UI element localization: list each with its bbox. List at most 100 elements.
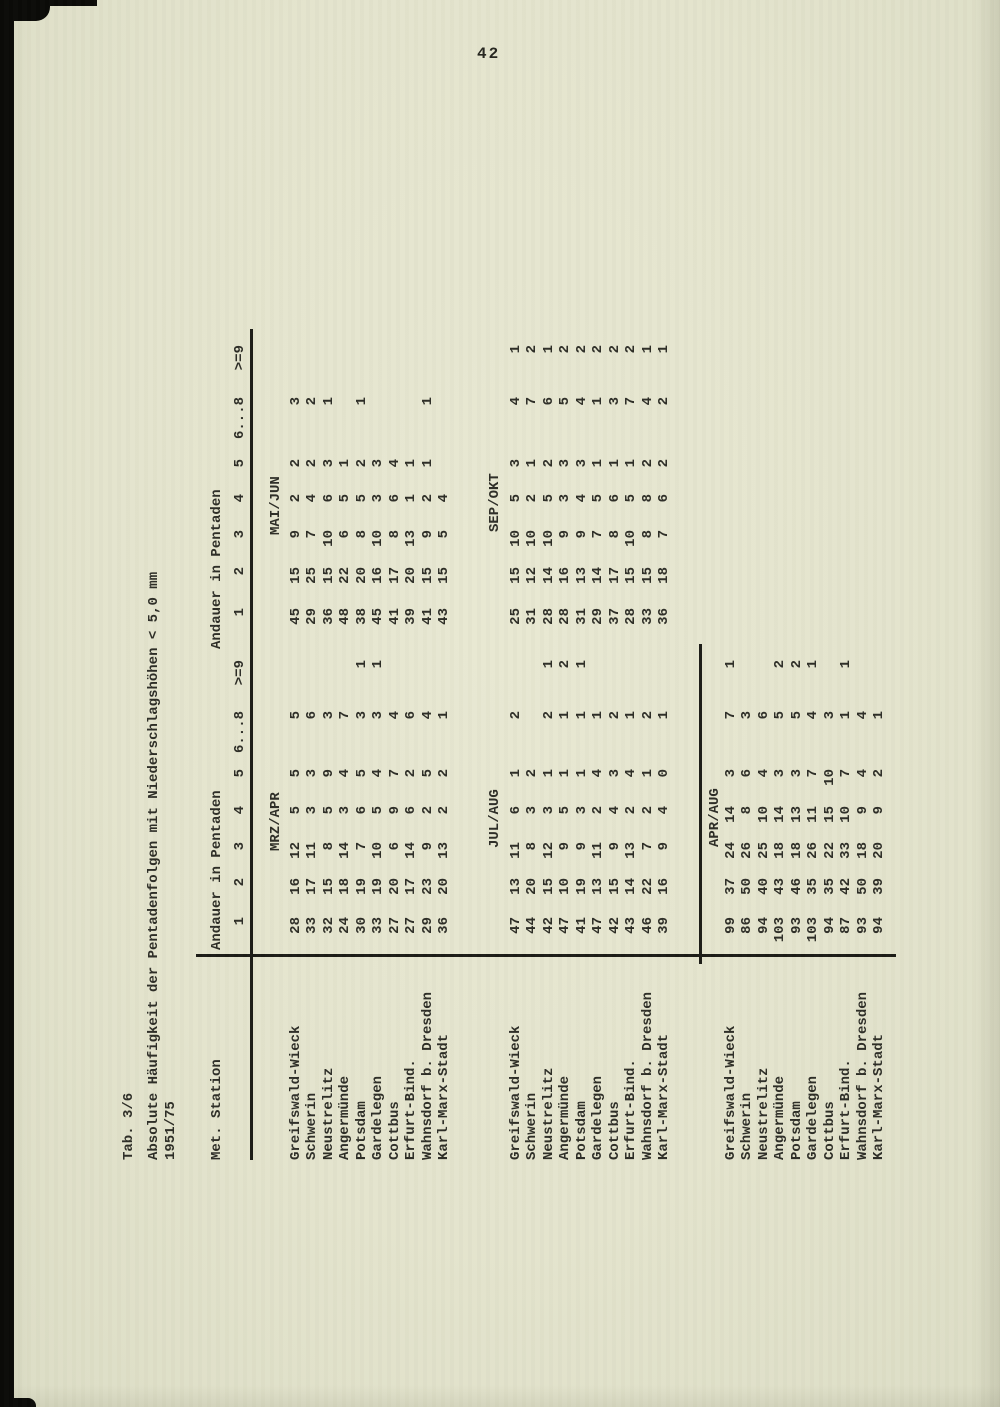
station-name: Potsdam bbox=[789, 1101, 805, 1160]
table-row: Erfurt-Bind. 87 42 33 10 7 1 1 bbox=[838, 325, 855, 1160]
table-cell: 1 bbox=[623, 459, 639, 468]
table-cell: 6 bbox=[541, 397, 557, 406]
station-name: Schwerin bbox=[304, 1092, 320, 1160]
station-name: Potsdam bbox=[354, 1101, 370, 1160]
table-title: Absolute Häufigkeit der Pentadenfolgen m… bbox=[146, 571, 162, 1160]
table-cell: 1 bbox=[590, 459, 606, 468]
table-row: Gardelegen 33 19 10 5 4 3 1 45 16 10 3 3 bbox=[370, 325, 387, 1160]
scan-edge-bottom-left bbox=[0, 1398, 36, 1407]
table-cell: 2 bbox=[557, 345, 573, 354]
table-row: Schwerin 86 50 26 8 6 3 bbox=[739, 325, 756, 1160]
table-cell: 1 bbox=[656, 711, 672, 720]
table-cell: 4 bbox=[337, 769, 353, 778]
table-cell: 3 bbox=[574, 459, 590, 468]
table-row: Greifswald-Wieck 28 16 12 5 5 5 45 15 9 2 2 3 bbox=[288, 325, 305, 1160]
table-cell: 1 bbox=[623, 711, 639, 720]
table-row: Greifswald-Wieck 99 37 24 14 3 7 1 bbox=[723, 325, 740, 1160]
table-cell: 2 bbox=[541, 459, 557, 468]
table-cell: 5 bbox=[772, 711, 788, 720]
group-header-right: Andauer in Pentaden bbox=[209, 489, 225, 649]
season-label-mrz-apr: MRZ/APR bbox=[268, 792, 284, 851]
season-label-jul-aug: JUL/AUG bbox=[487, 789, 503, 848]
table-row: Wahnsdorf b. Dresden 93 50 18 9 4 4 bbox=[855, 325, 872, 1160]
table-cell: 3 bbox=[354, 711, 370, 720]
table-row: Greifswald-Wieck 47 13 11 6 1 2 25 15 10 5 3 4 1 bbox=[508, 325, 525, 1160]
table-cell: 2 bbox=[607, 711, 623, 720]
table-cell: 7 bbox=[805, 769, 821, 778]
table-cell: 2 bbox=[288, 459, 304, 468]
table-cell: 2 bbox=[656, 397, 672, 406]
table-cell: 1 bbox=[321, 397, 337, 406]
table-cell: 6 bbox=[739, 769, 755, 778]
table-cell: 3 bbox=[370, 711, 386, 720]
table-row: Gardelegen 103 35 26 11 7 4 1 bbox=[805, 325, 822, 1160]
table-cell: 1 bbox=[557, 769, 573, 778]
table-cell: 3 bbox=[607, 397, 623, 406]
table-cell: 2 bbox=[436, 769, 452, 778]
table-row: Gardelegen 47 13 11 2 4 1 29 14 7 5 1 1 2 bbox=[590, 325, 607, 1160]
data-block-mrz-apr-mai-jun: Greifswald-Wieck 28 16 12 5 5 5 45 15 9 2 2 3 Schweri… bbox=[288, 325, 453, 1160]
data-block-apr-aug: Greifswald-Wieck 99 37 24 14 3 7 1 Schwerin 86 50 2… bbox=[723, 325, 888, 1160]
table-row: Potsdam 41 19 9 3 1 1 1 31 13 9 4 3 4 2 bbox=[574, 325, 591, 1160]
scan-edge-top-line bbox=[0, 0, 97, 6]
column-header-right-5: 5 bbox=[232, 459, 248, 468]
table-cell: 1 bbox=[541, 660, 557, 669]
table-row: Cottbus 94 35 22 15 10 3 bbox=[822, 325, 839, 1160]
table-row: Erfurt-Bind. 43 14 13 2 4 1 28 15 10 5 1 7 2 bbox=[623, 325, 640, 1160]
station-name: Schwerin bbox=[739, 1092, 755, 1160]
station-name: Wahnsdorf b. Dresden bbox=[855, 991, 871, 1160]
table-cell: 1 bbox=[574, 769, 590, 778]
station-name: Wahnsdorf b. Dresden bbox=[420, 991, 436, 1160]
table-cell: 1 bbox=[640, 769, 656, 778]
table-cell: 1 bbox=[607, 459, 623, 468]
station-name: Neustrelitz bbox=[541, 1067, 557, 1160]
table-row: Cottbus 27 20 6 9 7 4 41 17 8 6 4 bbox=[387, 325, 404, 1160]
table-cell: 2 bbox=[772, 660, 788, 669]
station-name: Erfurt-Bind. bbox=[403, 1059, 419, 1160]
table-row: Neustrelitz 94 40 25 10 4 6 bbox=[756, 325, 773, 1160]
table-cell: 1 bbox=[403, 459, 419, 468]
table-cell: 7 bbox=[723, 711, 739, 720]
table-number-label: Tab. 3/6 bbox=[121, 1092, 137, 1160]
table-cell: 1 bbox=[541, 345, 557, 354]
table-row: Karl-Marx-Stadt 94 39 20 9 2 1 bbox=[871, 325, 888, 1160]
table-cell: 4 bbox=[756, 769, 772, 778]
table-cell: 7 bbox=[387, 769, 403, 778]
table-row: Schwerin 44 20 8 3 2 31 12 10 2 1 7 2 bbox=[524, 325, 541, 1160]
station-name: Erfurt-Bind. bbox=[623, 1059, 639, 1160]
table-row: Neustrelitz 32 15 8 5 9 3 36 15 10 6 3 1 bbox=[321, 325, 338, 1160]
table-row: Schwerin 33 17 11 3 3 6 29 25 7 4 2 2 bbox=[304, 325, 321, 1160]
station-name: Gardelegen bbox=[370, 1075, 386, 1160]
column-header-left->=9: >=9 bbox=[232, 660, 248, 686]
table-row: Angermünde 103 43 18 14 3 5 2 bbox=[772, 325, 789, 1160]
table-row: Wahnsdorf b. Dresden 46 22 7 2 1 2 33 15 8 8 2 4 1 bbox=[640, 325, 657, 1160]
apr-aug-separator-rule bbox=[699, 644, 702, 964]
table-cell: 3 bbox=[772, 769, 788, 778]
table-cell: 3 bbox=[557, 459, 573, 468]
station-name: Karl-Marx-Stadt bbox=[871, 1033, 887, 1160]
table-cell: 4 bbox=[420, 711, 436, 720]
table-cell: 1 bbox=[508, 345, 524, 354]
table-cell: 3 bbox=[739, 711, 755, 720]
table-cell: 1 bbox=[524, 459, 540, 468]
station-name: Greifswald-Wieck bbox=[508, 1025, 524, 1160]
table-cell: 4 bbox=[855, 769, 871, 778]
scan-edge-left bbox=[0, 0, 14, 1407]
table-cell: 4 bbox=[387, 711, 403, 720]
table-cell: 0 bbox=[656, 769, 672, 778]
table-cell: 2 bbox=[524, 345, 540, 354]
table-cell: 2 bbox=[656, 459, 672, 468]
table-cell: 3 bbox=[508, 459, 524, 468]
station-name: Erfurt-Bind. bbox=[838, 1059, 854, 1160]
table-cell: 3 bbox=[723, 769, 739, 778]
table-cell: 7 bbox=[838, 769, 854, 778]
table-cell: 2 bbox=[354, 459, 370, 468]
table-row: Karl-Marx-Stadt 36 20 13 2 2 1 43 15 5 4 bbox=[436, 325, 453, 1160]
station-name: Karl-Marx-Stadt bbox=[656, 1033, 672, 1160]
table-cell: 4 bbox=[623, 769, 639, 778]
station-name: Cottbus bbox=[387, 1101, 403, 1160]
table-cell: 3 bbox=[304, 769, 320, 778]
table-cell: 1 bbox=[838, 711, 854, 720]
table-cell: 4 bbox=[574, 397, 590, 406]
